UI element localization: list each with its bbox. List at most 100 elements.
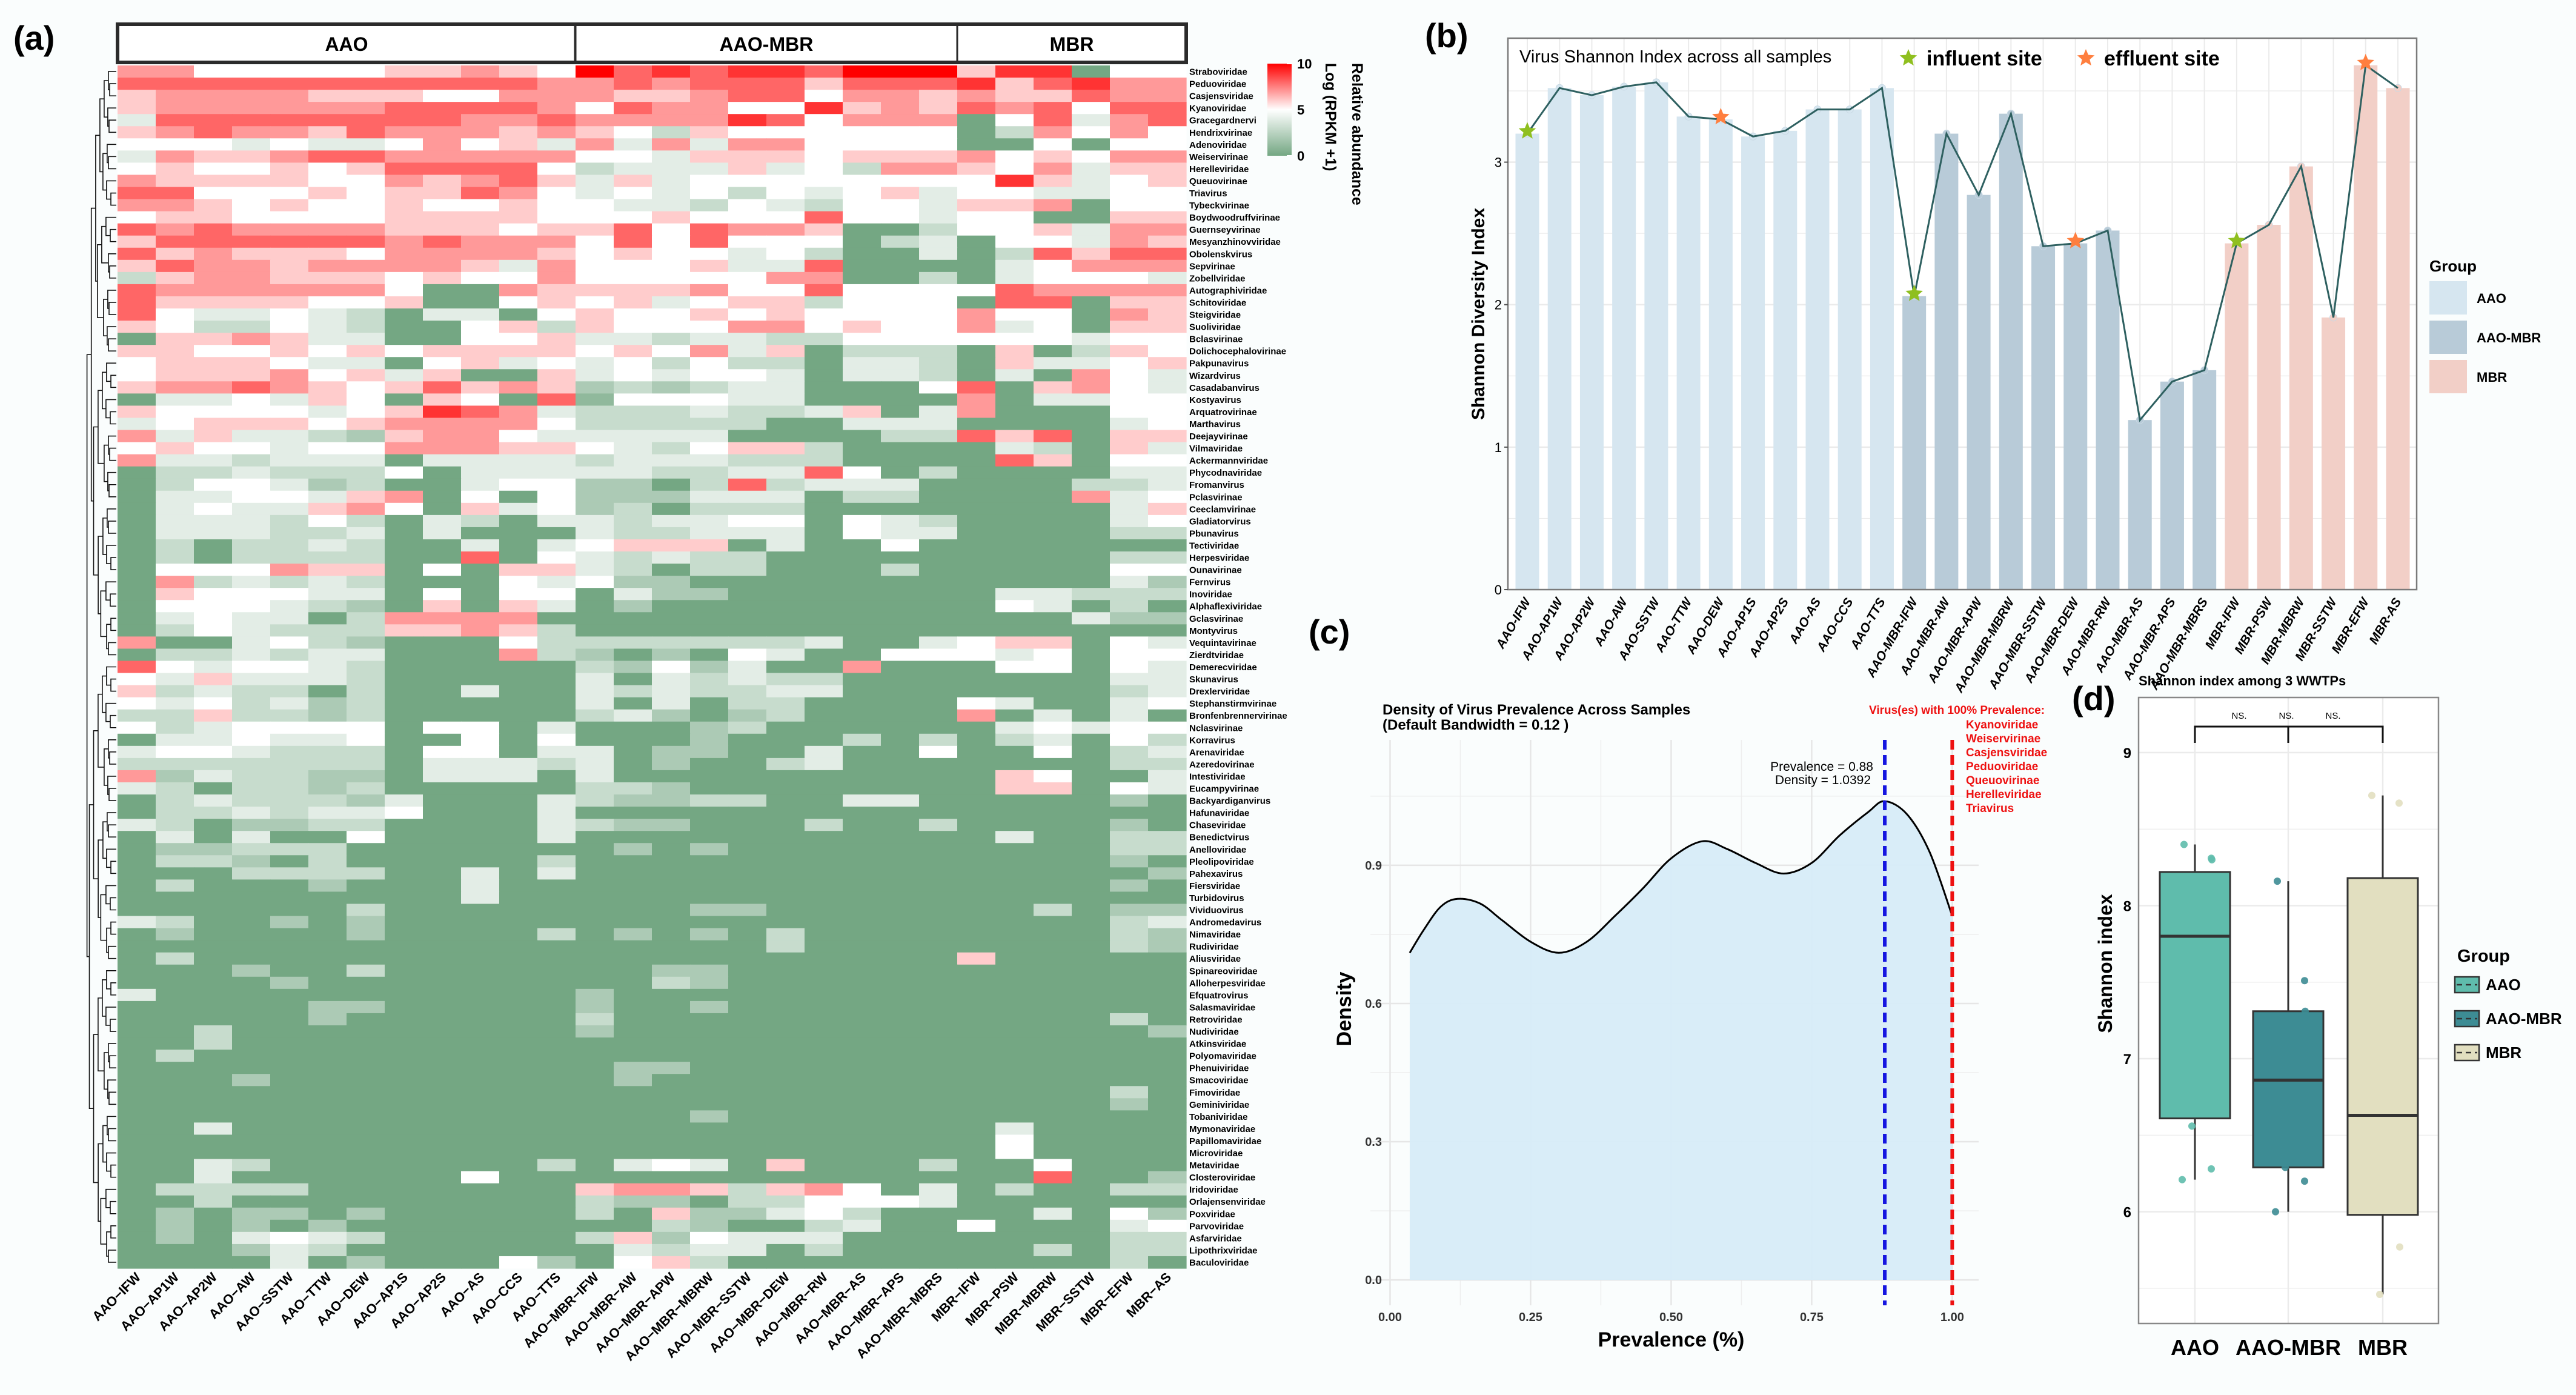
heatmap-cell [652, 976, 691, 990]
heatmap-cell [308, 904, 347, 917]
heatmap-cell [766, 1195, 805, 1208]
heatmap-cell [1072, 259, 1110, 273]
heatmap-cell [766, 1256, 805, 1269]
heatmap-cell [1110, 1147, 1149, 1160]
full-prevalence-virus: Weiservirinae [1966, 733, 2040, 745]
heatmap-cell [194, 65, 233, 78]
heatmap-cell [347, 78, 385, 90]
heatmap-cell [423, 697, 462, 710]
heatmap-cell [919, 321, 958, 333]
heatmap-cell [499, 709, 538, 722]
heatmap-cell [652, 235, 691, 248]
heatmap-cell [423, 1159, 462, 1172]
heatmap-cell [499, 418, 538, 431]
heatmap-cell [1148, 381, 1187, 394]
heatmap-cell [843, 952, 881, 965]
heatmap-cell [728, 126, 767, 139]
row-label: Montyvirus [1189, 626, 1238, 636]
significance-label: NS. [2279, 711, 2294, 721]
heatmap-cell [537, 685, 576, 698]
heatmap-cell [423, 381, 462, 394]
heatmap-cell [652, 138, 691, 151]
heatmap-cell [461, 673, 500, 686]
heatmap-cell [347, 1256, 385, 1269]
heatmap-cell [1148, 442, 1187, 455]
heatmap-cell [423, 733, 462, 747]
heatmap-cell [881, 916, 920, 929]
heatmap-cell [805, 1231, 843, 1245]
heatmap-cell [423, 855, 462, 868]
heatmap-cell [690, 466, 729, 479]
heatmap-cell [499, 1050, 538, 1062]
row-label: Tybeckvirinae [1189, 201, 1249, 211]
heatmap-cell [1034, 988, 1072, 1002]
heatmap-cell [1072, 564, 1110, 576]
row-label: Boydwoodruffvirinae [1189, 213, 1280, 223]
heatmap-cell [843, 1244, 881, 1257]
heatmap-cell [1034, 187, 1072, 200]
heatmap-cell [385, 904, 423, 917]
heatmap-cell [1034, 539, 1072, 552]
heatmap-cell [576, 1025, 614, 1038]
heatmap-cell [308, 1000, 347, 1014]
heatmap-cell [1034, 490, 1072, 504]
heatmap-cell [308, 1062, 347, 1074]
heatmap-cell [1034, 624, 1072, 637]
heatmap-cell [156, 1244, 194, 1257]
heatmap-cell [843, 271, 881, 285]
heatmap-cell [1034, 223, 1072, 236]
heatmap-cell [232, 551, 271, 564]
heatmap-cell [881, 235, 920, 248]
heatmap-cell [308, 794, 347, 807]
heatmap-cell [995, 648, 1034, 662]
heatmap-cell [270, 539, 309, 552]
heatmap-cell [461, 1050, 500, 1062]
heatmap-cell [461, 1244, 500, 1257]
heatmap-cell [499, 928, 538, 941]
heatmap-cell [232, 466, 271, 479]
row-label: Zierdtviridae [1189, 650, 1244, 661]
heatmap-cell [728, 1000, 767, 1014]
heatmap-cell [499, 661, 538, 674]
row-label: Tobaniviridae [1189, 1112, 1247, 1122]
heatmap-cell [919, 794, 958, 807]
heatmap-cell [156, 1231, 194, 1245]
row-label: Schitoviridae [1189, 298, 1246, 308]
heatmap-cell [576, 284, 614, 297]
heatmap-cell [308, 199, 347, 212]
heatmap-cell [614, 478, 652, 491]
heatmap-cell [537, 757, 576, 771]
heatmap-cell [843, 733, 881, 747]
heatmap-cell [728, 782, 767, 795]
heatmap-cell [118, 770, 156, 783]
box [2346, 877, 2419, 1216]
heatmap-cell [347, 976, 385, 990]
heatmap-cell [461, 126, 500, 139]
heatmap-cell [576, 308, 614, 321]
heatmap-cell [461, 940, 500, 953]
group-header-cell [956, 23, 1187, 64]
heatmap-cell [194, 539, 233, 552]
heatmap-cell [461, 976, 500, 990]
heatmap-cell [194, 782, 233, 795]
heatmap-cell [118, 1098, 156, 1111]
heatmap-cell [1072, 1195, 1110, 1208]
heatmap-cell [270, 442, 309, 455]
y-tick-label: 8 [2123, 898, 2131, 914]
heatmap-cell [728, 527, 767, 540]
heatmap-cell [919, 1122, 958, 1136]
heatmap-cell [843, 745, 881, 759]
heatmap-cell [995, 1256, 1034, 1269]
heatmap-cell [118, 636, 156, 650]
heatmap-cell [537, 564, 576, 576]
heatmap-cell [537, 223, 576, 236]
heatmap-cell [652, 807, 691, 819]
heatmap-cell [1148, 976, 1187, 990]
heatmap-cell [537, 831, 576, 844]
heatmap-cell [652, 296, 691, 309]
chart-title: Shannon index among 3 WWTPs [2139, 673, 2346, 688]
heatmap-cell [919, 247, 958, 261]
heatmap-cell [766, 442, 805, 455]
heatmap-cell [1034, 819, 1072, 831]
heatmap-cell [843, 405, 881, 419]
